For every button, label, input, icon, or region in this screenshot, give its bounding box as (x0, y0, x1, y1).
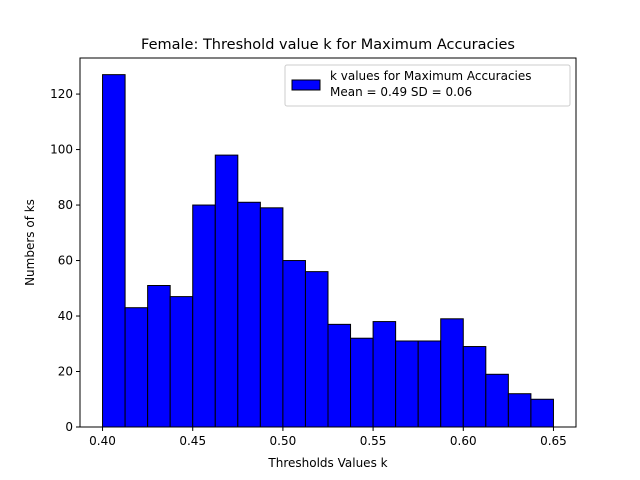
histogram-bar (304, 271, 329, 428)
y-tick-label: 0 (65, 420, 73, 434)
histogram-bar (124, 307, 149, 428)
bars-group (102, 74, 554, 428)
histogram-bar (102, 74, 126, 428)
x-tick-label: 0.45 (179, 434, 206, 448)
x-tick-label: 0.55 (360, 434, 387, 448)
histogram-bar (395, 340, 419, 428)
legend-label-line2: Mean = 0.49 SD = 0.06 (330, 85, 472, 99)
histogram-bar (372, 321, 397, 428)
y-tick-label: 80 (58, 198, 73, 212)
legend-swatch (291, 79, 321, 91)
histogram-bar (237, 201, 261, 428)
x-tick-label: 0.40 (89, 434, 116, 448)
legend-label-line1: k values for Maximum Accuracies (330, 69, 532, 83)
y-tick-label: 40 (58, 309, 73, 323)
x-axis: 0.40 0.45 0.50 0.55 0.60 0.65 (89, 427, 567, 448)
histogram-bar (440, 318, 464, 428)
x-tick-label: 0.50 (270, 434, 297, 448)
histogram-bar (282, 260, 306, 428)
histogram-bar (462, 346, 487, 428)
histogram-bar (417, 340, 442, 428)
legend-box (284, 64, 571, 107)
histogram-bar (327, 323, 352, 428)
y-axis: 0 20 40 60 80 100 120 (50, 87, 80, 434)
histogram-bar (485, 373, 509, 428)
y-tick-label: 120 (50, 87, 73, 101)
histogram-bar (169, 296, 194, 428)
histogram-bar (259, 207, 284, 428)
x-tick-label: 0.65 (540, 434, 567, 448)
y-axis-label: Numbers of ks (23, 199, 37, 286)
histogram-bar (530, 398, 554, 428)
histogram-bar (507, 393, 532, 428)
y-tick-label: 20 (58, 365, 73, 379)
plot-frame (79, 57, 577, 428)
histogram-bar (214, 154, 239, 428)
histogram-bar (350, 337, 374, 428)
x-tick-label: 0.60 (450, 434, 477, 448)
chart-title: Female: Threshold value k for Maximum Ac… (141, 37, 515, 53)
y-tick-label: 60 (58, 254, 73, 268)
legend: k values for Maximum Accuracies Mean = 0… (284, 64, 571, 107)
histogram-bar (147, 285, 171, 428)
y-tick-label: 100 (50, 143, 73, 157)
x-axis-label: Thresholds Values k (267, 456, 387, 470)
histogram-bar (192, 204, 216, 428)
